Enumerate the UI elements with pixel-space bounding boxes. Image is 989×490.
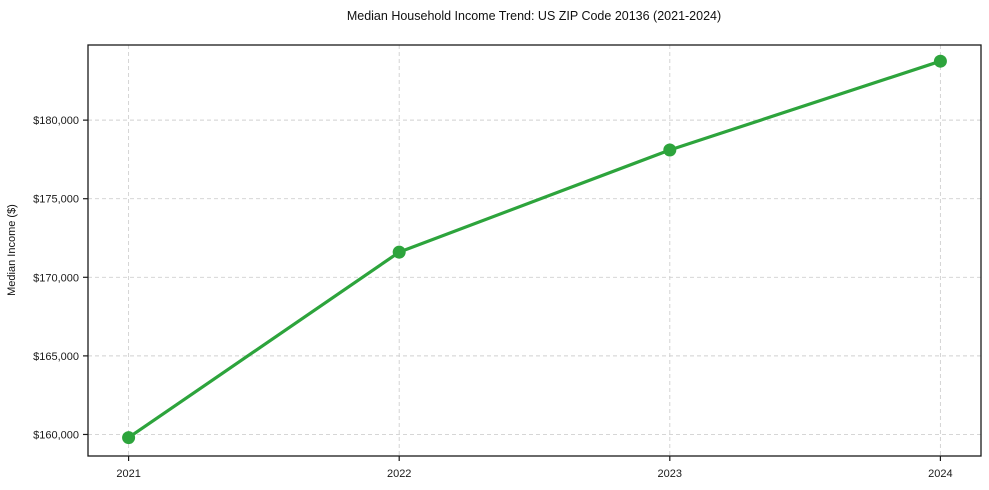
plot-border <box>87 44 982 457</box>
x-tick-label: 2022 <box>387 468 411 480</box>
y-tick-label: $175,000 <box>33 194 79 206</box>
x-tick-label: 2021 <box>116 468 140 480</box>
y-tick-label: $170,000 <box>33 272 79 284</box>
data-point-2022 <box>392 245 406 259</box>
data-point-2024 <box>933 54 947 68</box>
data-point-2023 <box>663 143 677 157</box>
data-point-2021 <box>122 431 136 445</box>
y-axis-label: Median Income ($) <box>6 204 18 296</box>
gridlines-group <box>88 45 981 456</box>
trend-line <box>126 59 943 440</box>
y-tick-label: $165,000 <box>33 351 79 363</box>
y-tick-label: $180,000 <box>33 115 79 127</box>
x-tick-label: 2023 <box>658 468 682 480</box>
ticks-group <box>83 119 942 461</box>
series-group <box>122 54 947 445</box>
x-tick-label: 2024 <box>928 468 952 480</box>
y-tick-label: $160,000 <box>33 429 79 441</box>
tick-labels-group: 2021 2022 2023 2024 $160,000 $165,000 $170,000… <box>33 115 953 480</box>
chart-title: Median Household Income Trend: US ZIP Co… <box>347 9 721 23</box>
